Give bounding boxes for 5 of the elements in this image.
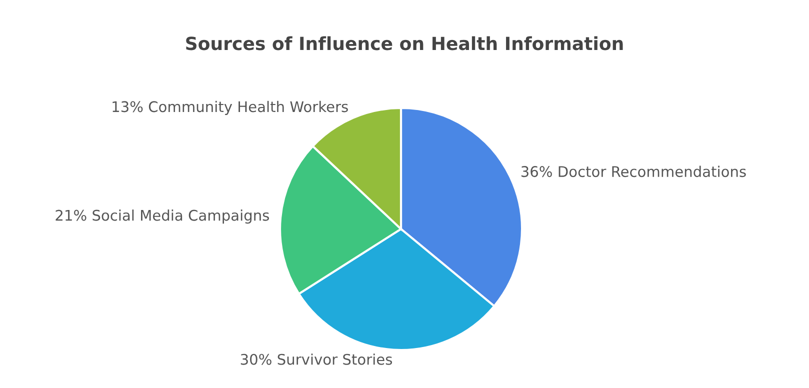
slice-label: 30% Survivor Stories xyxy=(240,354,392,365)
chart-title: Sources of Influence on Health Information xyxy=(186,36,623,50)
slice-label: 21% Social Media Campaigns xyxy=(56,210,269,224)
slice-label: 36% Doctor Recommendations xyxy=(521,166,746,178)
slice-label: 13% Community Health Workers xyxy=(112,100,348,116)
